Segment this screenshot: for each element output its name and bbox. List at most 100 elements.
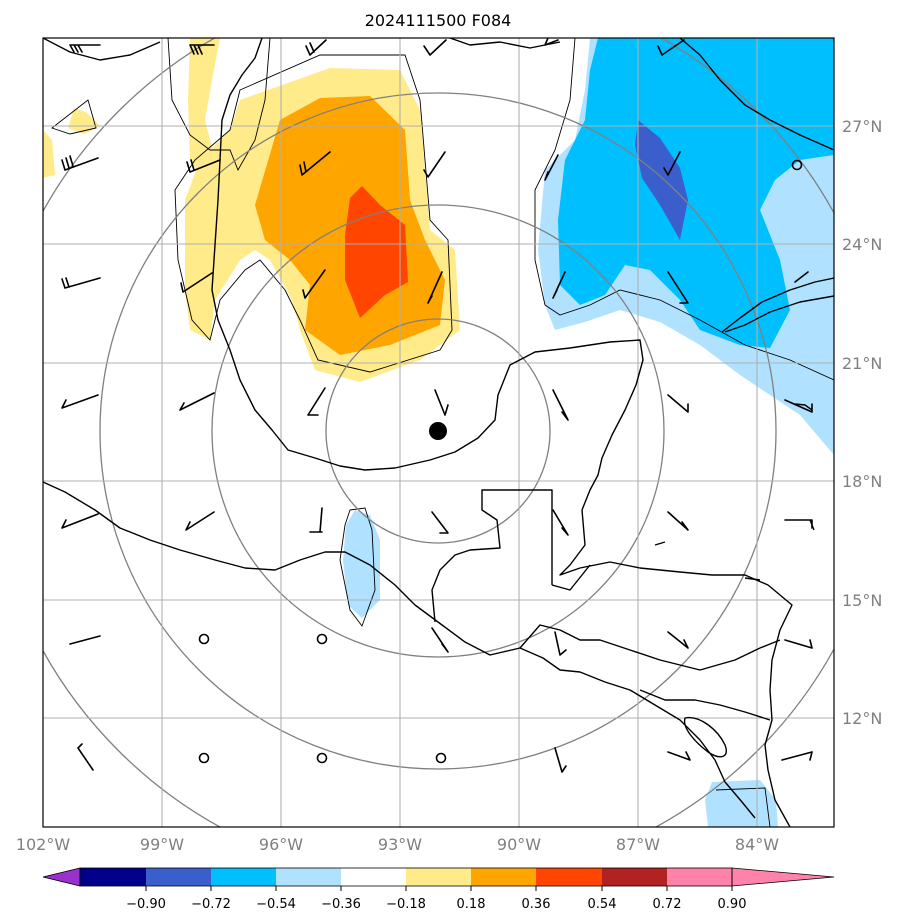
wind-barb <box>61 394 99 409</box>
range-ring-2 <box>211 204 665 658</box>
wind-barb <box>180 272 213 293</box>
wind-barb <box>663 151 681 176</box>
wind-barb <box>667 631 689 649</box>
mexico-guatemala-border <box>431 489 553 623</box>
colorbar-segment <box>602 868 667 886</box>
lon-label: 93°W <box>378 835 422 854</box>
colorbar-segment <box>146 868 211 886</box>
lon-label: 99°W <box>140 835 184 854</box>
colorbar-segment <box>667 868 732 886</box>
map-title: 2024111500 F084 <box>365 11 512 30</box>
colorbar-extend-high <box>731 867 835 887</box>
lon-label: 87°W <box>616 835 660 854</box>
map-area <box>43 38 834 827</box>
colorbar-tick-label: 0.36 <box>522 897 551 912</box>
colorbar-tick-label: −0.18 <box>386 897 426 912</box>
colorbar: −0.90 −0.72 −0.54 −0.36 −0.18 0.18 0.36 … <box>42 867 835 912</box>
lat-label: 27°N <box>842 117 882 136</box>
lon-label: 96°W <box>259 835 303 854</box>
colorbar-tick-label: −0.36 <box>321 897 361 912</box>
wind-barb <box>423 39 447 56</box>
colorbar-tick-label: −0.90 <box>126 897 166 912</box>
calm-wind-circle <box>791 159 803 171</box>
calm-wind-circle <box>198 752 210 764</box>
honduras-border <box>519 624 781 671</box>
colorbar-tick-label: 0.54 <box>588 897 617 912</box>
calm-wind-circle <box>435 752 447 764</box>
contour-gulf-of-tehuantepec <box>339 507 376 627</box>
wind-barb <box>69 44 101 53</box>
wind-barb <box>309 507 323 533</box>
range-ring-3 <box>99 92 777 770</box>
lon-label: 84°W <box>735 835 779 854</box>
colorbar-segment <box>536 868 602 886</box>
coast-islands <box>654 403 815 581</box>
colorbar-segment <box>276 868 341 886</box>
positive-shade-west-edge <box>43 130 55 178</box>
wind-barb <box>61 155 99 171</box>
wind-barb <box>427 271 443 304</box>
contour-positive-main <box>174 54 453 373</box>
contour-lines <box>51 38 834 827</box>
contour-small-west <box>51 99 97 135</box>
colorbar-segment <box>80 868 146 886</box>
positive-shade-northwest <box>188 38 220 175</box>
positive-shade-small <box>68 108 100 134</box>
lat-label: 21°N <box>842 354 882 373</box>
calm-wind-markers <box>198 159 803 764</box>
colorbar-tick-label: −0.72 <box>191 897 231 912</box>
wind-barb <box>784 399 813 413</box>
colorbar-tick-label: −0.54 <box>256 897 296 912</box>
wind-barb <box>554 747 567 773</box>
wind-barb <box>186 159 221 173</box>
negative-shade-nicaragua <box>705 780 778 827</box>
contour-nicaragua <box>715 787 771 827</box>
colorbar-segment <box>406 868 471 886</box>
colorbar-ticks <box>145 886 733 891</box>
wind-barb <box>61 277 101 289</box>
wind-barb <box>299 151 331 176</box>
map-frame <box>42 37 835 828</box>
colorbar-segment <box>471 868 536 886</box>
wind-barb <box>667 394 689 413</box>
negative-anomaly-region <box>343 38 834 827</box>
wind-barb <box>61 513 99 529</box>
colorbar-tick-label: 0.90 <box>718 897 747 912</box>
wind-barb <box>794 271 809 283</box>
wind-barb <box>423 151 446 178</box>
wind-barb <box>781 751 813 761</box>
lat-label: 18°N <box>842 472 882 491</box>
calm-wind-circle <box>316 752 328 764</box>
wind-barb <box>552 509 569 536</box>
belize-guatemala-border <box>551 564 591 591</box>
florida-coast <box>679 38 834 151</box>
wind-barb <box>667 511 689 531</box>
lake-nicaragua <box>683 716 727 758</box>
wind-barb <box>784 639 813 649</box>
coastlines <box>43 38 834 827</box>
nicaragua-border <box>639 689 771 721</box>
negative-shade-gulf-of-tehuantepec <box>343 510 380 618</box>
storm-center-marker <box>429 422 447 440</box>
wind-barb <box>667 271 689 304</box>
gulf-coast-mexico <box>211 38 644 511</box>
latitude-labels: 27°N 24°N 21°N 18°N 15°N 12°N <box>842 117 882 728</box>
range-ring-1 <box>325 318 551 544</box>
colorbar-tick-label: 0.18 <box>457 897 486 912</box>
calm-wind-circle <box>198 633 210 645</box>
wind-barb <box>434 389 449 416</box>
wind-barb <box>554 631 567 656</box>
lat-label: 24°N <box>842 235 882 254</box>
colorbar-extend-low <box>42 867 81 887</box>
contour-negative-main <box>534 38 834 381</box>
lat-label: 12°N <box>842 709 882 728</box>
wind-barb <box>77 743 94 771</box>
pacific-coast-mexico <box>43 481 756 819</box>
range-rings <box>43 38 834 827</box>
wind-barb <box>302 269 326 299</box>
wind-barb <box>657 39 685 56</box>
cuba-coast <box>721 277 834 333</box>
lon-label: 90°W <box>497 835 541 854</box>
wind-barb <box>305 39 327 56</box>
